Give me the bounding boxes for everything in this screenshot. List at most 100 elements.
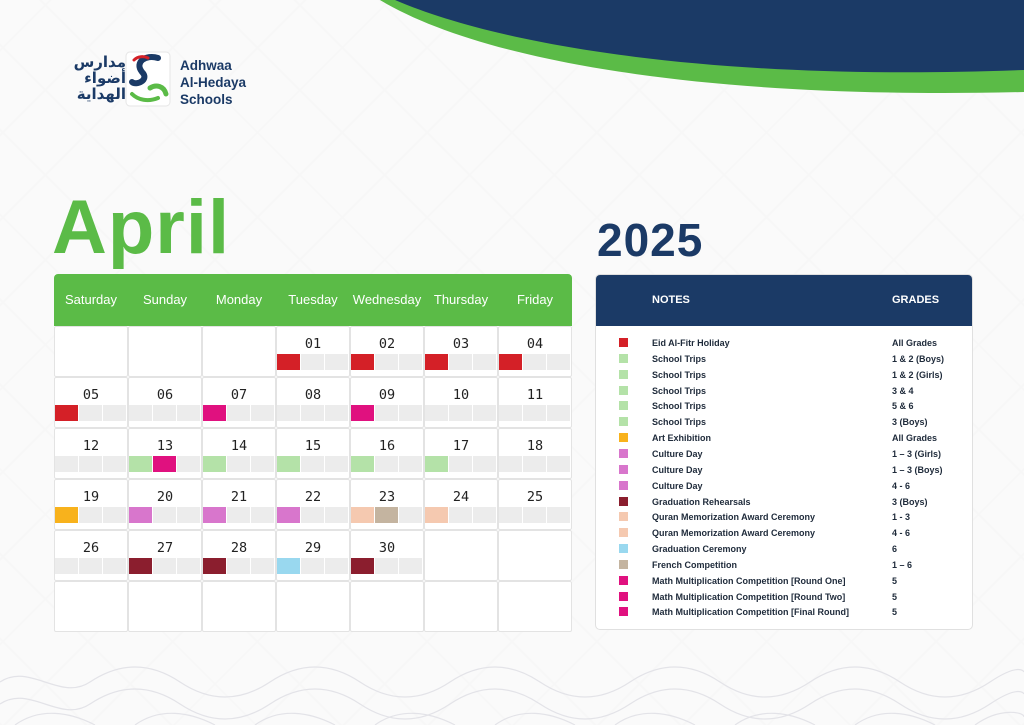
logo-english-line: Al-Hedaya	[180, 75, 247, 90]
calendar-day-cell[interactable]: 23	[350, 479, 424, 530]
event-marker	[425, 354, 448, 370]
day-number: 29	[304, 540, 322, 556]
notes-header: NOTES GRADES	[596, 275, 972, 326]
note-color-swatch	[619, 338, 628, 347]
note-color-swatch	[619, 353, 628, 363]
event-marker	[375, 507, 398, 523]
calendar-day-cell[interactable]: 29	[276, 530, 350, 581]
calendar-day-cell[interactable]	[202, 326, 276, 377]
school-logo-icon	[125, 51, 171, 107]
grades-column-header: GRADES	[892, 294, 940, 306]
day-number: 19	[82, 489, 100, 505]
calendar-day-cell[interactable]: 24	[424, 479, 498, 530]
calendar-day-cell[interactable]: 09	[350, 377, 424, 428]
note-color-swatch	[619, 512, 628, 522]
note-grades: 6	[892, 544, 898, 555]
calendar-day-cell[interactable]	[128, 326, 202, 377]
event-strip	[129, 405, 201, 421]
note-label: School Trips	[652, 353, 707, 364]
event-marker	[55, 507, 78, 523]
calendar-day-cell[interactable]: 26	[54, 530, 128, 581]
calendar-day-cell[interactable]: 11	[498, 377, 572, 428]
note-row: Math Multiplication Competition [Round O…	[596, 573, 972, 589]
event-marker	[351, 354, 374, 370]
note-color-swatch	[619, 417, 628, 427]
calendar-day-cell[interactable]	[498, 581, 572, 632]
calendar-day-cell[interactable]: 08	[276, 377, 350, 428]
note-grades: 1 & 2 (Boys)	[892, 353, 945, 364]
calendar-day-cell[interactable]: 16	[350, 428, 424, 479]
calendar-day-cell[interactable]	[350, 581, 424, 632]
day-number: 14	[230, 438, 248, 454]
calendar-day-cell[interactable]: 18	[498, 428, 572, 479]
note-row: Quran Memorization Award Ceremony 1 - 3	[596, 509, 972, 525]
event-strip	[499, 405, 571, 421]
note-label: School Trips	[652, 385, 707, 396]
calendar-day-cell[interactable]	[54, 326, 128, 377]
calendar-day-cell[interactable]: 25	[498, 479, 572, 530]
weekday-label: Monday	[215, 292, 263, 307]
calendar-day-cell[interactable]: 04	[498, 326, 572, 377]
calendar-day-cell[interactable]: 03	[424, 326, 498, 377]
calendar-day-cell[interactable]: 07	[202, 377, 276, 428]
event-marker	[129, 507, 152, 523]
note-grades: All Grades	[892, 338, 938, 348]
calendar-day-cell[interactable]: 22	[276, 479, 350, 530]
note-row: Math Multiplication Competition [Final R…	[596, 604, 972, 620]
calendar-day-cell[interactable]: 06	[128, 377, 202, 428]
calendar-day-cell[interactable]	[424, 581, 498, 632]
event-marker	[203, 456, 226, 472]
day-number: 12	[82, 438, 100, 454]
note-grades: 5	[892, 607, 898, 618]
note-label: Graduation Rehearsals	[652, 496, 751, 507]
calendar-day-cell[interactable]: 01	[276, 326, 350, 377]
day-number: 03	[452, 336, 470, 352]
weekday-label: Thursday	[433, 292, 489, 307]
weekday-label: Saturday	[64, 292, 118, 307]
note-label: Eid Al-Fitr Holiday	[652, 338, 730, 348]
note-color-swatch	[619, 496, 628, 506]
calendar-day-cell[interactable]: 14	[202, 428, 276, 479]
note-color-swatch	[619, 401, 628, 411]
event-marker	[425, 456, 448, 472]
calendar-day-cell[interactable]: 02	[350, 326, 424, 377]
day-number: 21	[230, 489, 248, 505]
note-color-swatch	[619, 544, 628, 554]
calendar-day-cell[interactable]: 21	[202, 479, 276, 530]
day-number: 02	[378, 336, 396, 352]
note-row: School Trips 1 & 2 (Girls)	[596, 367, 972, 383]
note-color-swatch	[619, 607, 628, 617]
calendar-day-cell[interactable]	[498, 530, 572, 581]
calendar-day-cell[interactable]	[276, 581, 350, 632]
calendar-day-cell[interactable]: 27	[128, 530, 202, 581]
note-label: Math Multiplication Competition [Final R…	[652, 607, 849, 618]
event-marker	[203, 507, 226, 523]
note-label: Art Exhibition	[652, 433, 711, 444]
calendar-day-cell[interactable]: 10	[424, 377, 498, 428]
day-number: 22	[304, 489, 322, 505]
notes-panel: NOTES GRADES Eid Al-Fitr Holiday All Grad…	[595, 274, 973, 630]
note-label: School Trips	[652, 369, 707, 380]
footer-pattern-decoration	[0, 666, 1024, 725]
weekday-label: Tuesday	[288, 292, 338, 307]
calendar-day-cell[interactable]	[202, 581, 276, 632]
calendar-day-cell[interactable]	[424, 530, 498, 581]
calendar-day-cell[interactable]	[128, 581, 202, 632]
day-number: 07	[230, 387, 248, 403]
calendar-day-cell[interactable]: 13	[128, 428, 202, 479]
calendar-day-cell[interactable]: 05	[54, 377, 128, 428]
note-label: Quran Memorization Award Ceremony	[652, 512, 816, 523]
calendar-day-cell[interactable]: 17	[424, 428, 498, 479]
note-grades: 5	[892, 575, 898, 586]
calendar-day-cell[interactable]: 12	[54, 428, 128, 479]
calendar-day-cell[interactable]: 19	[54, 479, 128, 530]
calendar-day-cell[interactable]: 20	[128, 479, 202, 530]
calendar-day-cell[interactable]: 28	[202, 530, 276, 581]
logo-arabic-name: مدارس أضواء الهداية	[73, 53, 126, 103]
calendar-day-cell[interactable]: 15	[276, 428, 350, 479]
note-grades: 1 – 6	[892, 559, 913, 570]
calendar-day-cell[interactable]: 30	[350, 530, 424, 581]
day-number: 01	[304, 336, 322, 352]
calendar-day-cell[interactable]	[54, 581, 128, 632]
